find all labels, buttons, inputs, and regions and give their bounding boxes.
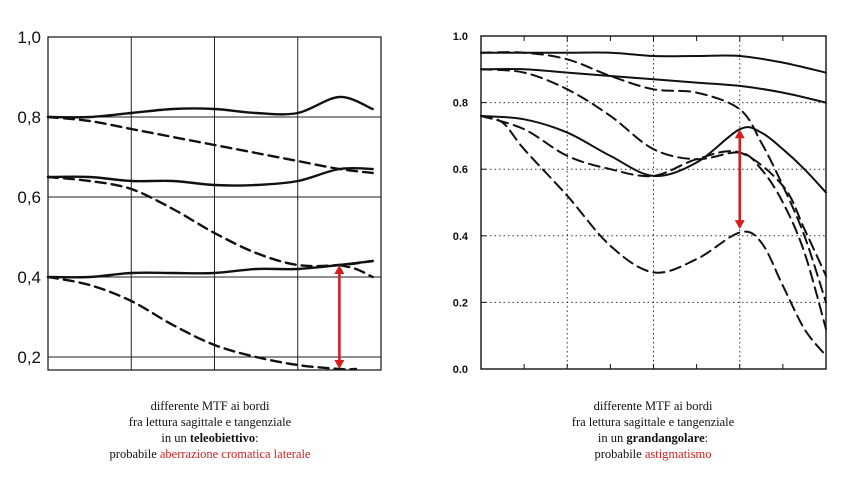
caption-line-4: probabile aberrazione cromatica laterale <box>109 447 311 461</box>
series-line-6-dashed <box>46 275 358 371</box>
annotation-arrow-head-down <box>334 360 345 369</box>
diagnosis-label: astigmatismo <box>644 447 712 461</box>
series-line-1-solid <box>480 51 827 74</box>
y-tick-label: 0,8 <box>17 108 41 127</box>
y-tick-label: 0.2 <box>453 297 468 309</box>
caption-line-3: in un grandangolare: <box>597 431 709 445</box>
series-line-7-dashed <box>480 114 827 357</box>
y-tick-label: 0.0 <box>453 364 468 376</box>
caption-line-3: in un teleobiettivo: <box>161 431 259 445</box>
right-mtf-chart: 1.0 0.8 0.6 0.4 0.2 0.0 <box>453 31 827 376</box>
series-line-2-dashed <box>480 51 827 304</box>
diagnosis-label: aberrazione cromatica laterale <box>159 447 311 461</box>
y-tick-label: 1,0 <box>17 28 41 47</box>
series-line-3-solid <box>46 166 374 187</box>
y-tick-label: 0.6 <box>453 164 468 176</box>
series-line-3-solid <box>480 68 827 104</box>
y-tick-label: 0.8 <box>453 98 468 110</box>
y-tick-label: 0.4 <box>453 231 469 243</box>
y-tick-label: 1.0 <box>453 31 468 43</box>
caption-line-1: differente MTF ai bordi <box>593 399 713 413</box>
annotation-arrow-head-up <box>734 129 745 139</box>
left-caption: differente MTF ai bordi fra lettura sagi… <box>60 398 360 462</box>
annotation-arrow-head-up <box>334 265 345 274</box>
caption-line-2: fra lettura sagittale e tangenziale <box>571 415 735 429</box>
left-mtf-chart: 1,0 0,8 0,6 0,4 0,2 <box>17 28 382 371</box>
lens-type-label: teleobiettivo <box>189 431 256 445</box>
y-tick-label: 0,6 <box>17 188 41 207</box>
series-line-4-dashed <box>46 175 374 268</box>
series-line-1-solid <box>46 95 374 119</box>
y-tick-label: 0,2 <box>17 348 41 367</box>
series-line-7-dashed <box>338 263 374 279</box>
series-line-2-dashed <box>46 115 374 175</box>
caption-line-1: differente MTF ai bordi <box>150 399 270 413</box>
annotation-arrow-head-down <box>734 220 745 230</box>
series-line-5-solid <box>480 114 827 194</box>
caption-line-2: fra lettura sagittale e tangenziale <box>128 415 292 429</box>
y-tick-label: 0,4 <box>17 268 41 287</box>
series-line-6-dashed <box>480 114 827 277</box>
lens-type-label: grandangolare <box>626 431 705 445</box>
caption-line-4: probabile astigmatismo <box>594 447 712 461</box>
series-line-5-solid <box>46 259 374 279</box>
right-caption: differente MTF ai bordi fra lettura sagi… <box>488 398 818 462</box>
